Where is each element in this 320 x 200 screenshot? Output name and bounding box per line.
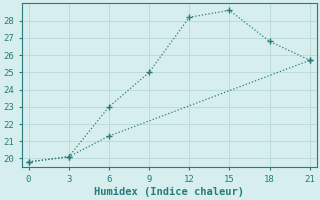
X-axis label: Humidex (Indice chaleur): Humidex (Indice chaleur) <box>94 186 244 197</box>
